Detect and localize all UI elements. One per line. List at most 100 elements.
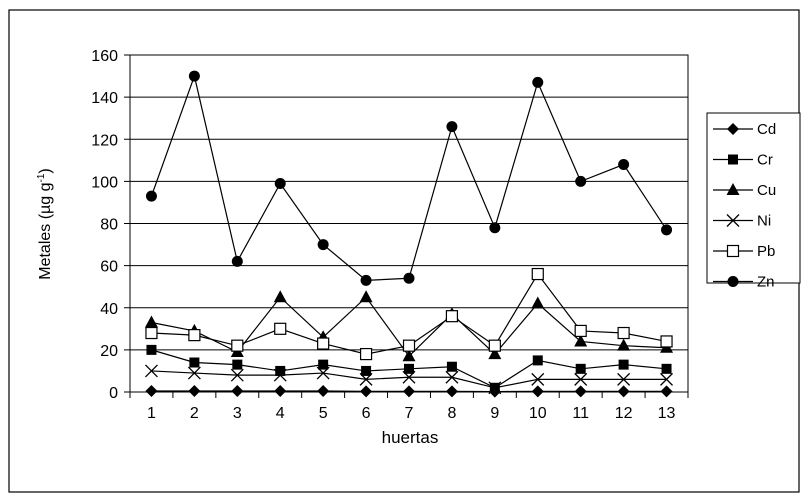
point-zn — [274, 177, 286, 189]
legend-label: Cr — [757, 152, 773, 169]
point-zn — [188, 70, 200, 82]
svg-text:Metales (µg g-1): Metales (µg g-1) — [36, 168, 54, 280]
point-cu — [144, 315, 158, 328]
point-cd — [360, 385, 373, 398]
y-tick-label: 40 — [100, 301, 118, 318]
point-cd — [317, 384, 330, 397]
legend-label: Zn — [757, 274, 775, 291]
series-pb — [145, 267, 673, 361]
x-tick-label: 11 — [572, 405, 589, 422]
y-tick-label: 120 — [91, 132, 118, 149]
x-tick-label: 2 — [190, 405, 199, 422]
x-tick-label: 3 — [233, 405, 242, 422]
legend-item-ni: Ni — [713, 213, 771, 230]
point-cd — [145, 384, 158, 397]
point-zn — [317, 239, 329, 251]
point-pb — [574, 324, 587, 338]
legend: Cd Cr Cu Ni Pb Zn — [713, 121, 776, 291]
point-ni — [273, 368, 287, 382]
legend-item-pb: Pb — [713, 243, 775, 260]
x-axis: 1 2 3 4 5 6 7 8 9 10 11 12 13 — [129, 392, 689, 422]
point-cd — [617, 385, 630, 398]
point-cd — [403, 385, 415, 398]
point-cr — [189, 357, 200, 368]
point-zn — [661, 224, 673, 236]
point-zn — [360, 274, 372, 286]
point-pb — [145, 326, 158, 340]
point-zn — [575, 175, 587, 187]
y-axis-title: Metales (µg g-1) — [36, 168, 54, 280]
series-zn — [145, 70, 673, 286]
point-cd — [231, 384, 244, 397]
y-axis: 0 20 40 60 80 100 120 140 160 — [91, 48, 130, 402]
point-pb — [445, 310, 459, 323]
y-tick-label: 80 — [100, 217, 118, 234]
x-tick-label: 9 — [490, 405, 499, 422]
point-pb — [188, 329, 201, 342]
point-cr — [146, 344, 157, 355]
point-cd — [274, 384, 287, 397]
point-ni — [445, 370, 459, 384]
point-pb — [274, 322, 287, 335]
point-pb — [317, 337, 330, 350]
point-cd — [188, 384, 201, 397]
point-ni — [230, 368, 244, 382]
point-ni — [402, 370, 416, 384]
legend-marker — [727, 123, 739, 135]
x-tick-label: 13 — [658, 405, 676, 422]
point-cd — [574, 385, 587, 398]
point-cr — [275, 365, 286, 376]
point-pb — [359, 347, 373, 361]
point-pb — [231, 339, 244, 352]
x-tick-label: 10 — [529, 405, 547, 422]
legend-label: Ni — [757, 213, 771, 230]
y-tick-label: 60 — [100, 259, 118, 276]
point-zn — [403, 272, 415, 284]
point-pb — [531, 267, 544, 281]
legend-marker — [726, 183, 740, 195]
x-tick-label: 1 — [147, 405, 156, 422]
point-zn — [446, 121, 458, 133]
point-cr — [532, 355, 543, 366]
point-cd — [445, 385, 458, 398]
legend-label: Cu — [757, 182, 776, 199]
series-cd — [145, 384, 673, 398]
point-ni — [660, 372, 673, 386]
point-ni — [145, 364, 158, 378]
point-zn — [489, 222, 501, 234]
point-cr — [618, 359, 629, 370]
legend-label: Cd — [757, 121, 776, 138]
y-tick-label: 160 — [91, 48, 118, 65]
legend-marker — [726, 244, 740, 258]
series-ni — [145, 364, 673, 395]
point-cu — [273, 290, 287, 303]
series-layer — [144, 70, 674, 398]
point-pb — [617, 326, 630, 340]
point-ni — [488, 381, 502, 395]
series-cr — [146, 344, 672, 393]
point-ni — [359, 372, 373, 386]
point-cd — [660, 385, 673, 398]
point-ni — [617, 372, 631, 386]
legend-item-cr: Cr — [713, 152, 773, 169]
point-cd — [531, 385, 544, 398]
legend-marker — [727, 276, 739, 287]
legend-label: Pb — [757, 243, 775, 260]
legend-marker — [728, 154, 738, 165]
point-cr — [361, 365, 372, 376]
point-ni — [531, 372, 545, 386]
y-axis-title-sup: -1 — [36, 173, 47, 182]
point-zn — [532, 76, 544, 88]
x-tick-label: 8 — [447, 405, 456, 422]
point-zn — [145, 190, 157, 202]
point-pb — [660, 335, 673, 348]
point-cu — [574, 334, 588, 347]
point-cr — [318, 359, 329, 370]
point-cr — [232, 359, 243, 370]
point-cu — [359, 290, 373, 303]
x-tick-label: 6 — [362, 405, 371, 422]
point-zn — [618, 159, 630, 171]
x-tick-label: 12 — [615, 405, 633, 422]
x-tick-label: 7 — [405, 405, 414, 422]
